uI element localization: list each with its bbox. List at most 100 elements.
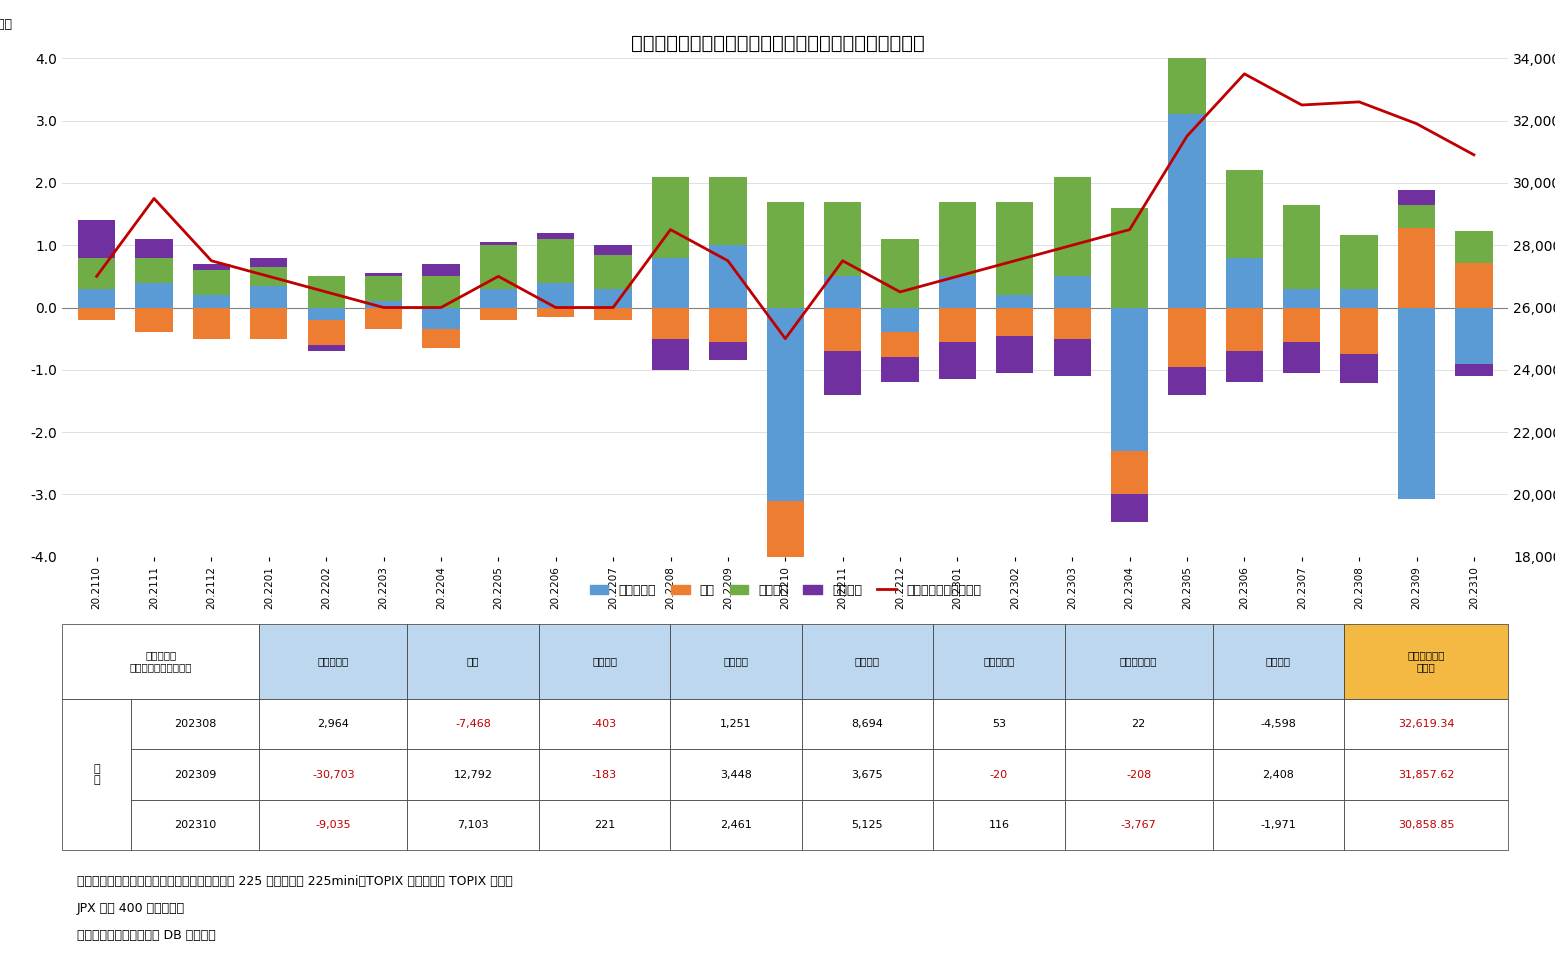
Bar <box>1054 339 1092 376</box>
Text: 月
次: 月 次 <box>93 764 100 786</box>
Bar <box>939 308 977 342</box>
Bar <box>250 267 288 285</box>
FancyBboxPatch shape <box>1213 800 1344 851</box>
Bar <box>479 308 516 320</box>
Text: -403: -403 <box>592 720 617 729</box>
Text: -20: -20 <box>991 770 1008 780</box>
Bar <box>1110 208 1148 308</box>
Text: 信託銀行: 信託銀行 <box>1266 656 1291 666</box>
Text: （資料）ニッセイ基礎研 DB から作成: （資料）ニッセイ基礎研 DB から作成 <box>76 929 216 942</box>
FancyBboxPatch shape <box>538 699 670 750</box>
Text: -4,598: -4,598 <box>1261 720 1297 729</box>
Text: 12,792: 12,792 <box>454 770 493 780</box>
Bar <box>1455 231 1493 263</box>
Bar <box>365 308 403 329</box>
Bar <box>1110 308 1148 451</box>
Bar <box>882 239 919 308</box>
Bar <box>824 352 861 395</box>
Bar <box>308 308 345 320</box>
Text: 投資信託: 投資信託 <box>723 656 748 666</box>
Bar <box>536 239 574 283</box>
Bar <box>882 357 919 383</box>
Bar <box>1168 115 1205 308</box>
FancyBboxPatch shape <box>260 800 407 851</box>
Text: -30,703: -30,703 <box>313 770 355 780</box>
Bar <box>135 257 173 283</box>
FancyBboxPatch shape <box>670 623 802 699</box>
FancyBboxPatch shape <box>1065 800 1213 851</box>
Text: 53: 53 <box>992 720 1006 729</box>
FancyBboxPatch shape <box>131 800 260 851</box>
Text: -183: -183 <box>592 770 617 780</box>
FancyBboxPatch shape <box>1213 750 1344 800</box>
FancyBboxPatch shape <box>131 750 260 800</box>
Bar <box>824 308 861 352</box>
Bar <box>78 288 115 308</box>
Bar <box>652 177 689 257</box>
Text: 2,964: 2,964 <box>317 720 350 729</box>
Text: 図表１　主な投資部門別売買動向と日経平均株価の推移: 図表１ 主な投資部門別売買動向と日経平均株価の推移 <box>631 34 924 53</box>
FancyBboxPatch shape <box>407 750 538 800</box>
Bar <box>135 239 173 257</box>
Bar <box>1455 363 1493 376</box>
Bar <box>939 202 977 277</box>
Bar <box>1340 354 1378 383</box>
Bar <box>1225 308 1263 352</box>
Bar <box>652 257 689 308</box>
FancyBboxPatch shape <box>538 623 670 699</box>
Text: 32,619.34: 32,619.34 <box>1398 720 1454 729</box>
Bar <box>882 332 919 357</box>
Text: 個人: 個人 <box>466 656 479 666</box>
Text: 116: 116 <box>989 820 1009 830</box>
Bar <box>997 295 1034 308</box>
Text: JPX 日経 400 先物の合計: JPX 日経 400 先物の合計 <box>76 902 185 915</box>
Bar <box>997 308 1034 336</box>
FancyBboxPatch shape <box>933 623 1065 699</box>
Bar <box>709 308 746 342</box>
Bar <box>193 295 230 308</box>
Bar <box>250 285 288 308</box>
Bar <box>767 308 804 501</box>
FancyBboxPatch shape <box>407 699 538 750</box>
Bar <box>1398 308 1435 499</box>
Bar <box>1398 205 1435 228</box>
Bar <box>709 177 746 246</box>
Text: 単位：億円
（億円未満切り捨て）: 単位：億円 （億円未満切り捨て） <box>129 651 193 672</box>
Text: 日経平均株価
（円）: 日経平均株価 （円） <box>1407 651 1445 672</box>
FancyBboxPatch shape <box>62 699 131 851</box>
FancyBboxPatch shape <box>260 623 407 699</box>
Bar <box>1225 171 1263 257</box>
Bar <box>365 301 403 308</box>
Bar <box>1110 494 1148 522</box>
FancyBboxPatch shape <box>802 750 933 800</box>
FancyBboxPatch shape <box>1213 623 1344 699</box>
Bar <box>594 308 631 320</box>
Bar <box>78 308 115 320</box>
Text: -208: -208 <box>1126 770 1151 780</box>
Bar <box>1225 352 1263 383</box>
Text: 31,857.62: 31,857.62 <box>1398 770 1454 780</box>
FancyBboxPatch shape <box>1344 800 1508 851</box>
FancyBboxPatch shape <box>260 750 407 800</box>
FancyBboxPatch shape <box>1344 623 1508 699</box>
Bar <box>250 308 288 339</box>
Bar <box>308 345 345 352</box>
Bar <box>767 501 804 556</box>
Bar <box>193 308 230 339</box>
Bar <box>1455 263 1493 308</box>
Bar <box>1283 205 1320 288</box>
Bar <box>536 308 574 317</box>
FancyBboxPatch shape <box>407 623 538 699</box>
Text: 3,448: 3,448 <box>720 770 753 780</box>
Bar <box>365 273 403 277</box>
Text: 202309: 202309 <box>174 770 216 780</box>
Bar <box>767 202 804 308</box>
Bar <box>135 283 173 308</box>
Bar <box>1225 257 1263 308</box>
Text: 3,675: 3,675 <box>852 770 883 780</box>
FancyBboxPatch shape <box>62 623 260 699</box>
Text: 2,408: 2,408 <box>1263 770 1294 780</box>
FancyBboxPatch shape <box>260 699 407 750</box>
Text: 5,125: 5,125 <box>852 820 883 830</box>
Bar <box>1054 308 1092 339</box>
